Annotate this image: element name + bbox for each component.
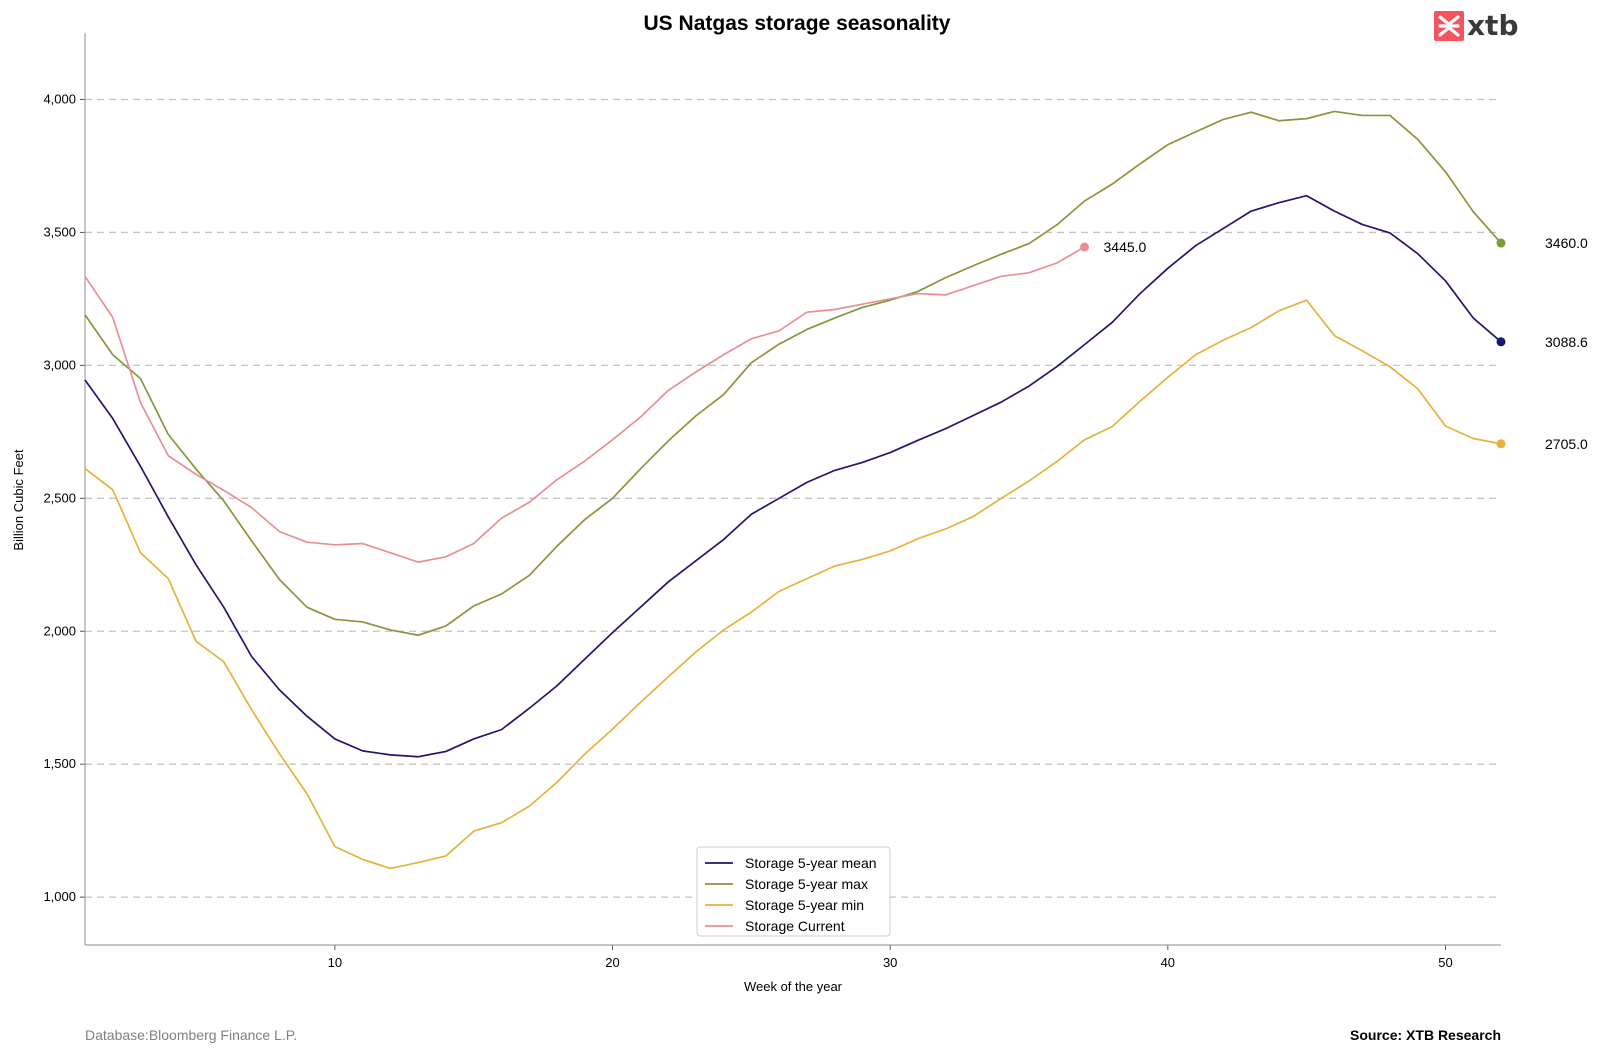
- y-axis-ticks: 1,000 1,500 2,000 2,500 3,000 3,500 4,000: [43, 91, 85, 904]
- x-tick-label: 10: [328, 955, 342, 970]
- endpoint-label-storage-5-year-mean: 3088.6: [1545, 334, 1588, 350]
- y-tick-label: 3,500: [43, 224, 76, 239]
- legend-box: [696, 846, 891, 937]
- y-tick-label: 1,000: [43, 889, 76, 904]
- endpoint-marker-storage-current: [1080, 242, 1090, 252]
- x-axis-ticks: 10 20 30 40 50: [328, 945, 1453, 970]
- legend-label-storage-5-year-max: Storage 5-year max: [745, 876, 868, 892]
- series-endpoints: 3088.6 3460.0 2705.0 3445.0: [1080, 235, 1588, 452]
- y-tick-label: 4,000: [43, 91, 76, 106]
- endpoint-label-storage-5-year-min: 2705.0: [1545, 436, 1588, 452]
- series-lines: [84, 110, 1502, 870]
- x-tick-label: 30: [883, 955, 897, 970]
- endpoint-marker-storage-5-year-mean: [1496, 337, 1506, 347]
- legend-label-storage-5-year-min: Storage 5-year min: [745, 897, 864, 913]
- endpoint-label-storage-current: 3445.0: [1104, 239, 1147, 255]
- xtb-x-glyph: [1438, 15, 1460, 37]
- xtb-logo: xtb: [1434, 9, 1519, 42]
- series-line-storage-current: [84, 246, 1085, 563]
- y-axis-label: Billion Cubic Feet: [11, 449, 26, 551]
- y-tick-label: 1,500: [43, 756, 76, 771]
- x-axis-label: Week of the year: [744, 979, 843, 994]
- series-line-storage-5-year-mean: [84, 194, 1502, 758]
- legend: Storage 5-year mean Storage 5-year max Sto…: [696, 846, 891, 937]
- x-tick-label: 40: [1161, 955, 1175, 970]
- x-tick-label: 50: [1438, 955, 1452, 970]
- y-gridlines: [85, 98, 1501, 898]
- series-line-storage-5-year-min: [84, 299, 1502, 870]
- footer-source: Source: XTB Research: [1350, 1027, 1501, 1043]
- y-tick-label: 3,000: [43, 357, 76, 372]
- y-tick-label: 2,000: [43, 623, 76, 638]
- x-tick-label: 20: [605, 955, 619, 970]
- y-tick-label: 2,500: [43, 490, 76, 505]
- endpoint-marker-storage-5-year-max: [1496, 238, 1506, 248]
- legend-label-storage-current: Storage Current: [745, 918, 845, 934]
- chart-title: US Natgas storage seasonality: [644, 12, 951, 35]
- xtb-logo-text: xtb: [1467, 9, 1519, 42]
- endpoint-label-storage-5-year-max: 3460.0: [1545, 235, 1588, 251]
- legend-label-storage-5-year-mean: Storage 5-year mean: [745, 855, 877, 871]
- endpoint-marker-storage-5-year-min: [1496, 439, 1506, 449]
- series-line-storage-5-year-max: [84, 110, 1502, 637]
- footer-database: Database:Bloomberg Finance L.P.: [85, 1027, 297, 1043]
